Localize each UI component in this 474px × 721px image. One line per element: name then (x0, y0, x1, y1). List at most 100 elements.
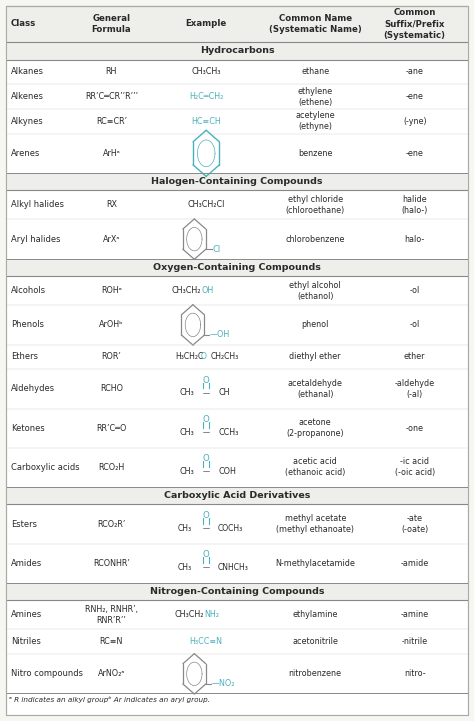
Text: -ane: -ane (406, 68, 424, 76)
Text: ROR’: ROR’ (101, 353, 121, 361)
Text: RX: RX (106, 200, 117, 210)
Text: CH₃: CH₃ (178, 563, 192, 572)
Text: Nitrogen-Containing Compounds: Nitrogen-Containing Compounds (150, 587, 324, 596)
FancyBboxPatch shape (6, 173, 468, 190)
Text: halide
(halo-): halide (halo-) (401, 195, 428, 215)
Text: CH: CH (218, 389, 229, 397)
Text: chlorobenzene: chlorobenzene (285, 234, 345, 244)
Text: Common Name
(Systematic Name): Common Name (Systematic Name) (269, 14, 362, 34)
Text: Alkyl halides: Alkyl halides (11, 200, 64, 210)
Text: RR’C═CR’’R’’’: RR’C═CR’’R’’’ (85, 92, 138, 101)
Text: acetylene
(ethyne): acetylene (ethyne) (295, 111, 335, 131)
Text: Alkenes: Alkenes (11, 92, 44, 101)
Text: RR’C═O: RR’C═O (96, 424, 127, 433)
Text: RCO₂H: RCO₂H (98, 463, 125, 472)
Text: RC≡CR’: RC≡CR’ (96, 117, 127, 126)
Text: Alcohols: Alcohols (11, 286, 46, 295)
Text: ethylamine: ethylamine (292, 611, 338, 619)
Text: -nitrile: -nitrile (401, 637, 428, 646)
Text: CH₃: CH₃ (180, 428, 194, 436)
Text: Example: Example (185, 19, 227, 28)
FancyBboxPatch shape (6, 6, 468, 715)
Text: —OH: —OH (210, 330, 230, 340)
Text: CH₂CH₃: CH₂CH₃ (211, 353, 239, 361)
Text: Amines: Amines (11, 611, 42, 619)
Text: ArHᵃ: ArHᵃ (102, 149, 120, 158)
Text: ArNO₂ᵃ: ArNO₂ᵃ (98, 669, 125, 678)
Text: H₃CC≡N: H₃CC≡N (190, 637, 223, 646)
Text: CH₃: CH₃ (180, 466, 194, 476)
Text: Amides: Amides (11, 559, 42, 568)
Text: Aryl halides: Aryl halides (11, 234, 60, 244)
Text: CCH₃: CCH₃ (218, 428, 238, 436)
Text: CNHCH₃: CNHCH₃ (218, 563, 249, 572)
Text: ether: ether (404, 353, 426, 361)
Text: O: O (201, 353, 207, 361)
Text: Alkanes: Alkanes (11, 68, 44, 76)
Text: COCH₃: COCH₃ (218, 523, 243, 533)
Text: Arenes: Arenes (11, 149, 40, 158)
Text: -one: -one (406, 424, 424, 433)
Text: acetic acid
(ethanoic acid): acetic acid (ethanoic acid) (285, 457, 346, 477)
Text: -amine: -amine (401, 611, 429, 619)
Text: ethane: ethane (301, 68, 329, 76)
Text: Alkynes: Alkynes (11, 117, 44, 126)
Text: Oxygen-Containing Compounds: Oxygen-Containing Compounds (153, 263, 321, 272)
Text: RCONHR’: RCONHR’ (93, 559, 130, 568)
Text: RCHO: RCHO (100, 384, 123, 394)
Text: Class: Class (11, 19, 36, 28)
Text: -ene: -ene (406, 149, 424, 158)
Text: -ol: -ol (410, 286, 420, 295)
Text: ethyl alcohol
(ethanol): ethyl alcohol (ethanol) (290, 280, 341, 301)
Text: Cl: Cl (212, 244, 221, 254)
Text: Halogen-Containing Compounds: Halogen-Containing Compounds (151, 177, 323, 186)
Text: Ethers: Ethers (11, 353, 38, 361)
Text: ArXᵃ: ArXᵃ (103, 234, 120, 244)
Text: Hydrocarbons: Hydrocarbons (200, 46, 274, 56)
Text: ArOHᵇ: ArOHᵇ (99, 320, 124, 329)
Text: -amide: -amide (401, 559, 429, 568)
Text: CH₃CH₂Cl: CH₃CH₂Cl (188, 200, 225, 210)
Text: CH₃CH₂: CH₃CH₂ (172, 286, 201, 295)
FancyBboxPatch shape (6, 6, 468, 42)
Text: O: O (203, 550, 210, 559)
Text: Carboxylic Acid Derivatives: Carboxylic Acid Derivatives (164, 491, 310, 500)
Text: CH₃: CH₃ (180, 389, 194, 397)
Text: diethyl ether: diethyl ether (290, 353, 341, 361)
Text: phenol: phenol (301, 320, 329, 329)
Text: Nitriles: Nitriles (11, 637, 41, 646)
Text: Esters: Esters (11, 520, 37, 528)
FancyBboxPatch shape (6, 487, 468, 505)
Text: -aldehyde
(-al): -aldehyde (-al) (395, 379, 435, 399)
Text: -ate
(-oate): -ate (-oate) (401, 514, 428, 534)
Text: acetaldehyde
(ethanal): acetaldehyde (ethanal) (288, 379, 343, 399)
Text: ROHᵃ: ROHᵃ (101, 286, 122, 295)
Text: Aldehydes: Aldehydes (11, 384, 55, 394)
Text: N-methylacetamide: N-methylacetamide (275, 559, 355, 568)
Text: -ic acid
(-oic acid): -ic acid (-oic acid) (395, 457, 435, 477)
FancyBboxPatch shape (6, 583, 468, 601)
FancyBboxPatch shape (6, 42, 468, 60)
Text: ethyl chloride
(chloroethane): ethyl chloride (chloroethane) (285, 195, 345, 215)
Text: NH₂: NH₂ (204, 611, 219, 619)
Text: RC≡N: RC≡N (100, 637, 123, 646)
Text: CH₃CH₃: CH₃CH₃ (191, 68, 221, 76)
Text: RCO₂R’: RCO₂R’ (97, 520, 126, 528)
Text: O: O (203, 511, 210, 520)
Text: RNH₂, RNHR’,
RNR’R’’: RNH₂, RNHR’, RNR’R’’ (85, 605, 138, 625)
Text: Common
Suffix/Prefix
(Systematic): Common Suffix/Prefix (Systematic) (384, 9, 446, 40)
Text: nitrobenzene: nitrobenzene (289, 669, 342, 678)
Text: COH: COH (218, 466, 236, 476)
FancyBboxPatch shape (6, 259, 468, 276)
Text: Phenols: Phenols (11, 320, 44, 329)
Text: H₃CH₂C: H₃CH₂C (175, 353, 204, 361)
Text: nitro-: nitro- (404, 669, 426, 678)
Text: Nitro compounds: Nitro compounds (11, 669, 83, 678)
Text: O: O (203, 454, 210, 464)
Text: OH: OH (201, 286, 214, 295)
Text: General
Formula: General Formula (91, 14, 131, 34)
Text: Ketones: Ketones (11, 424, 45, 433)
Text: HC≡CH: HC≡CH (191, 117, 221, 126)
Text: acetonitrile: acetonitrile (292, 637, 338, 646)
Text: ᵃ R indicates an alkyl groupᵇ Ar indicates an aryl group.: ᵃ R indicates an alkyl groupᵇ Ar indicat… (9, 696, 210, 704)
